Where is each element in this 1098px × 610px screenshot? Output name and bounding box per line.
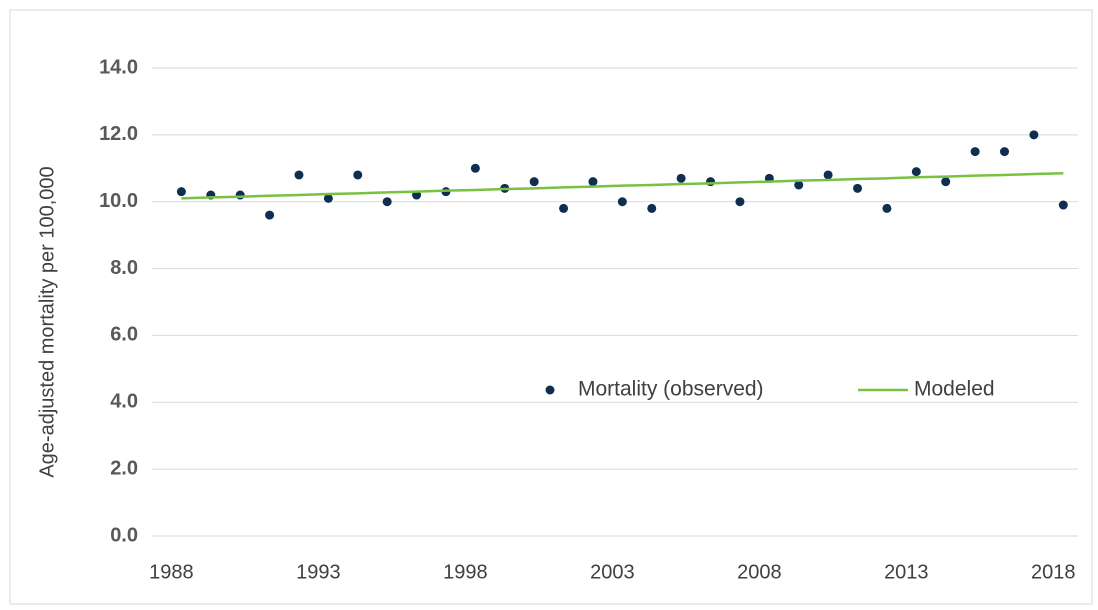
y-axis-label: Age-adjusted mortality per 100,000: [36, 166, 58, 477]
chart-border: [9, 9, 1093, 605]
data-point: [588, 177, 598, 187]
data-point: [235, 190, 245, 200]
y-tick-label: 0.0: [110, 524, 138, 546]
x-tick-label: 1988: [149, 561, 194, 583]
data-point: [353, 170, 363, 180]
x-tick-label: 2008: [737, 561, 782, 583]
data-point: [706, 177, 716, 187]
y-tick-label: 12.0: [99, 123, 138, 145]
y-tick-label: 4.0: [110, 391, 138, 413]
x-tick-label: 2013: [884, 561, 929, 583]
y-tick-label: 10.0: [99, 190, 138, 212]
x-tick-label: 2003: [590, 561, 635, 583]
legend-label: Modeled: [914, 378, 995, 401]
y-tick-label: 6.0: [110, 324, 138, 346]
y-tick-label: 14.0: [99, 56, 138, 78]
data-point: [617, 197, 627, 207]
data-point: [382, 197, 392, 207]
x-tick-label: 1998: [443, 561, 488, 583]
x-tick-label: 2018: [1031, 561, 1076, 583]
legend-label: Mortality (observed): [578, 378, 764, 401]
data-point: [1058, 200, 1068, 210]
data-point: [794, 180, 804, 190]
data-point: [559, 203, 569, 213]
data-point: [323, 193, 333, 203]
y-tick-label: 2.0: [110, 457, 138, 479]
data-point: [970, 147, 980, 157]
data-point: [676, 173, 686, 183]
data-point: [1029, 130, 1039, 140]
data-point: [941, 177, 951, 187]
data-point: [176, 187, 186, 197]
data-point: [529, 177, 539, 187]
data-point: [647, 203, 657, 213]
data-point: [470, 163, 480, 173]
data-point: [294, 170, 304, 180]
data-point: [735, 197, 745, 207]
data-point: [823, 170, 833, 180]
data-point: [265, 210, 275, 220]
y-tick-label: 8.0: [110, 257, 138, 279]
legend-marker: [545, 385, 555, 395]
data-point: [911, 167, 921, 177]
data-point: [853, 183, 863, 193]
x-tick-label: 1993: [296, 561, 341, 583]
data-point: [1000, 147, 1010, 157]
data-point: [882, 203, 892, 213]
model-line: [181, 172, 1064, 200]
